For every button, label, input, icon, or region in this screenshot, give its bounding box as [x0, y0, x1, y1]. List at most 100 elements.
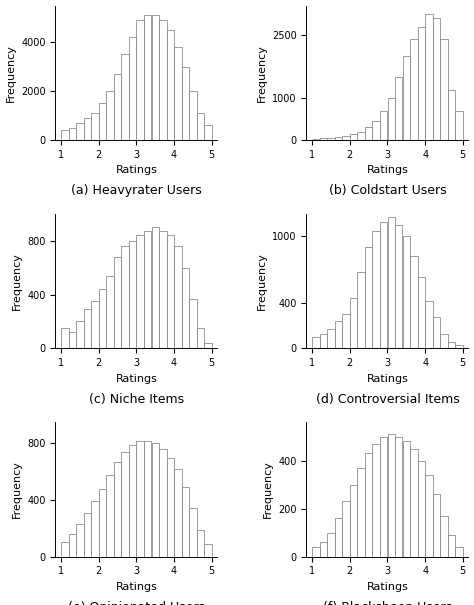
Bar: [166, 457, 174, 557]
Bar: [335, 518, 342, 557]
Bar: [84, 513, 91, 557]
Bar: [99, 289, 106, 348]
Bar: [61, 130, 69, 140]
Bar: [448, 90, 455, 140]
Bar: [76, 321, 84, 348]
Bar: [357, 272, 365, 348]
Bar: [84, 309, 91, 348]
Bar: [395, 437, 402, 557]
Bar: [380, 221, 387, 348]
Y-axis label: Frequency: Frequency: [257, 252, 267, 310]
X-axis label: Ratings: Ratings: [366, 582, 409, 592]
Bar: [410, 448, 418, 557]
Y-axis label: Frequency: Frequency: [263, 460, 273, 518]
Bar: [335, 321, 342, 348]
Bar: [373, 231, 380, 348]
Bar: [182, 267, 189, 348]
Bar: [61, 543, 69, 557]
Bar: [373, 444, 380, 557]
Bar: [395, 77, 402, 140]
Bar: [433, 18, 440, 140]
Bar: [197, 328, 204, 348]
Bar: [174, 47, 182, 140]
Bar: [335, 137, 342, 140]
Bar: [440, 334, 447, 348]
Bar: [448, 342, 455, 348]
Bar: [182, 67, 189, 140]
Bar: [350, 485, 357, 557]
Bar: [395, 225, 402, 348]
Bar: [121, 54, 129, 140]
Bar: [365, 453, 373, 557]
Bar: [144, 231, 152, 348]
Bar: [312, 337, 319, 348]
Bar: [402, 237, 410, 348]
Bar: [91, 113, 99, 140]
Y-axis label: Frequency: Frequency: [6, 44, 16, 102]
Bar: [456, 111, 463, 140]
Bar: [84, 118, 91, 140]
Bar: [129, 445, 137, 557]
Bar: [174, 246, 182, 348]
Bar: [319, 542, 327, 557]
Bar: [456, 345, 463, 348]
Bar: [418, 276, 425, 348]
Bar: [204, 343, 212, 348]
Bar: [327, 329, 335, 348]
Bar: [61, 328, 69, 348]
Bar: [106, 474, 114, 557]
Bar: [342, 502, 350, 557]
Bar: [204, 125, 212, 140]
Bar: [137, 440, 144, 557]
Bar: [129, 241, 137, 348]
Text: (c) Niche Items: (c) Niche Items: [89, 393, 184, 406]
Bar: [106, 276, 114, 348]
Bar: [456, 547, 463, 557]
Bar: [402, 442, 410, 557]
Bar: [410, 257, 418, 348]
Bar: [433, 494, 440, 557]
Bar: [312, 547, 319, 557]
Bar: [114, 74, 121, 140]
Bar: [137, 20, 144, 140]
Bar: [204, 544, 212, 557]
Bar: [129, 38, 137, 140]
X-axis label: Ratings: Ratings: [116, 373, 157, 384]
Y-axis label: Frequency: Frequency: [12, 460, 22, 518]
Bar: [99, 103, 106, 140]
Bar: [91, 301, 99, 348]
Bar: [152, 227, 159, 348]
Bar: [152, 15, 159, 140]
Text: (a) Heavyrater Users: (a) Heavyrater Users: [71, 185, 202, 197]
Bar: [144, 15, 152, 140]
Text: (f) Blacksheep Users: (f) Blacksheep Users: [323, 601, 452, 605]
Bar: [69, 332, 76, 348]
Bar: [350, 134, 357, 140]
Bar: [319, 334, 327, 348]
Bar: [357, 468, 365, 557]
Text: (b) Coldstart Users: (b) Coldstart Users: [328, 185, 447, 197]
Bar: [121, 246, 129, 348]
Bar: [402, 56, 410, 140]
Bar: [440, 516, 447, 557]
Bar: [380, 437, 387, 557]
Bar: [159, 231, 166, 348]
Text: (e) Opinionated Users: (e) Opinionated Users: [68, 601, 205, 605]
Bar: [312, 139, 319, 140]
Bar: [137, 235, 144, 348]
Bar: [388, 98, 395, 140]
Bar: [433, 317, 440, 348]
Bar: [76, 123, 84, 140]
Bar: [410, 39, 418, 140]
Bar: [114, 257, 121, 348]
Bar: [121, 452, 129, 557]
Bar: [425, 475, 433, 557]
Bar: [342, 313, 350, 348]
Bar: [380, 111, 387, 140]
Y-axis label: Frequency: Frequency: [256, 44, 266, 102]
Bar: [189, 298, 197, 348]
X-axis label: Ratings: Ratings: [366, 373, 409, 384]
Bar: [69, 128, 76, 140]
Bar: [388, 434, 395, 557]
Bar: [91, 502, 99, 557]
